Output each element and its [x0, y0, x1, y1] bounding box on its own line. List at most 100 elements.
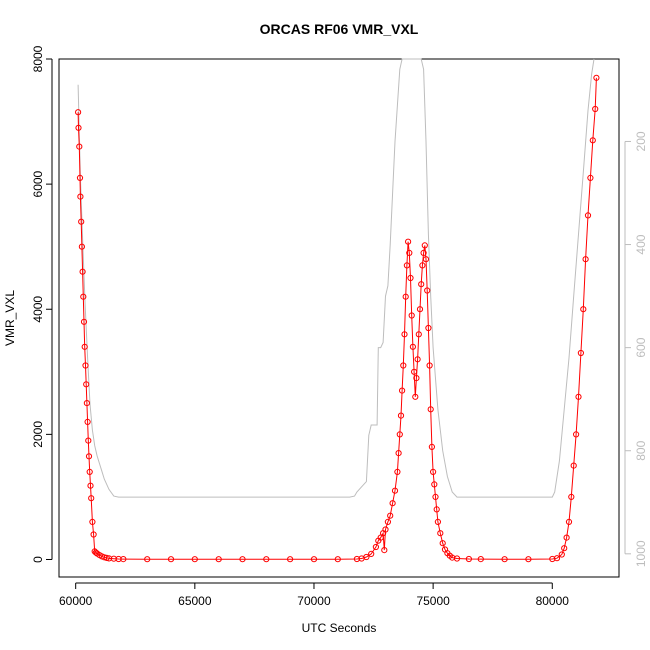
data-point [428, 443, 435, 450]
data-point [75, 109, 82, 116]
data-point [434, 518, 441, 526]
data-point [433, 506, 440, 513]
secondary-tick-label: 200 [634, 131, 648, 151]
data-point [103, 554, 110, 562]
data-point [582, 256, 589, 263]
data-point [85, 453, 93, 460]
y-tick-label: 0 [31, 556, 45, 563]
data-point [310, 556, 318, 563]
data-point [387, 512, 394, 519]
data-point [408, 312, 415, 319]
data-point [78, 243, 86, 250]
secondary-series-layer [77, 58, 595, 498]
y-tick-label: 4000 [31, 296, 45, 323]
secondary-tick-label: 400 [634, 234, 648, 254]
data-point [83, 400, 91, 407]
data-point [432, 493, 439, 500]
data-point [363, 553, 370, 561]
data-point [407, 274, 414, 282]
data-point [79, 268, 86, 275]
data-point [90, 531, 97, 538]
x-tick-label: 65000 [178, 594, 212, 608]
primary-series-layer [75, 74, 600, 563]
data-point [78, 218, 85, 225]
data-point [577, 349, 585, 357]
data-point [334, 556, 341, 563]
data-point [553, 555, 561, 562]
y-axis-label: VMR_VXL [3, 290, 17, 346]
y-tick-label: 2000 [31, 421, 45, 448]
data-point [431, 481, 438, 488]
secondary-tick-label: 800 [634, 440, 648, 460]
altitude-line [77, 58, 595, 498]
data-point [391, 487, 399, 494]
data-point [89, 518, 96, 526]
data-point [415, 331, 422, 338]
data-point [411, 368, 418, 375]
data-point [412, 393, 419, 400]
data-point [402, 293, 409, 300]
data-point [396, 431, 403, 438]
data-point [413, 375, 420, 382]
data-point [76, 174, 84, 181]
data-point [399, 387, 406, 394]
data-point [86, 468, 93, 475]
data-point [401, 331, 408, 338]
y-axis: 0 2000 4000 6000 8000 [31, 45, 53, 563]
data-point [75, 124, 82, 131]
data-point [85, 437, 92, 444]
y-tick-label: 6000 [31, 170, 45, 197]
data-point [558, 551, 565, 558]
data-point [570, 462, 577, 469]
data-point [215, 556, 222, 563]
x-tick-label: 70000 [297, 594, 331, 608]
data-point [584, 212, 592, 219]
data-point [83, 381, 90, 388]
plot-frame [58, 58, 620, 578]
data-point [573, 431, 580, 438]
secondary-tick-label: 1000 [634, 540, 648, 567]
data-point [84, 418, 91, 425]
data-point [477, 556, 484, 563]
data-point [397, 412, 405, 419]
x-tick-label: 75000 [416, 594, 450, 608]
data-point [88, 495, 95, 502]
data-point [418, 281, 425, 288]
data-point [120, 556, 127, 563]
data-point [587, 174, 594, 181]
data-point [368, 550, 375, 558]
data-point [81, 343, 88, 350]
data-point [525, 556, 532, 563]
data-point [437, 530, 444, 537]
data-point [406, 249, 413, 256]
data-point [430, 468, 437, 475]
data-point [382, 526, 389, 533]
data-point [239, 556, 246, 563]
data-point [561, 545, 568, 552]
data-point [80, 318, 88, 325]
data-point [465, 555, 472, 563]
data-point [287, 556, 294, 563]
data-point [395, 450, 402, 457]
data-point [565, 518, 573, 526]
y-tick-label: 8000 [31, 45, 45, 72]
x-axis: 60000 65000 70000 75000 80000 [59, 582, 569, 608]
data-point [439, 540, 446, 547]
data-point [400, 362, 407, 369]
data-point [405, 238, 412, 245]
data-point [422, 256, 430, 263]
data-point [580, 306, 587, 313]
x-tick-label: 60000 [59, 594, 93, 608]
data-point [76, 143, 83, 150]
data-point [563, 534, 570, 541]
data-point [501, 556, 508, 563]
data-point [592, 105, 599, 113]
data-point [424, 287, 431, 294]
data-point [426, 362, 433, 369]
data-point [568, 493, 575, 500]
data-point [427, 406, 434, 413]
x-axis-label: UTC Seconds [302, 621, 377, 635]
data-point [77, 193, 84, 200]
data-point [453, 555, 461, 562]
